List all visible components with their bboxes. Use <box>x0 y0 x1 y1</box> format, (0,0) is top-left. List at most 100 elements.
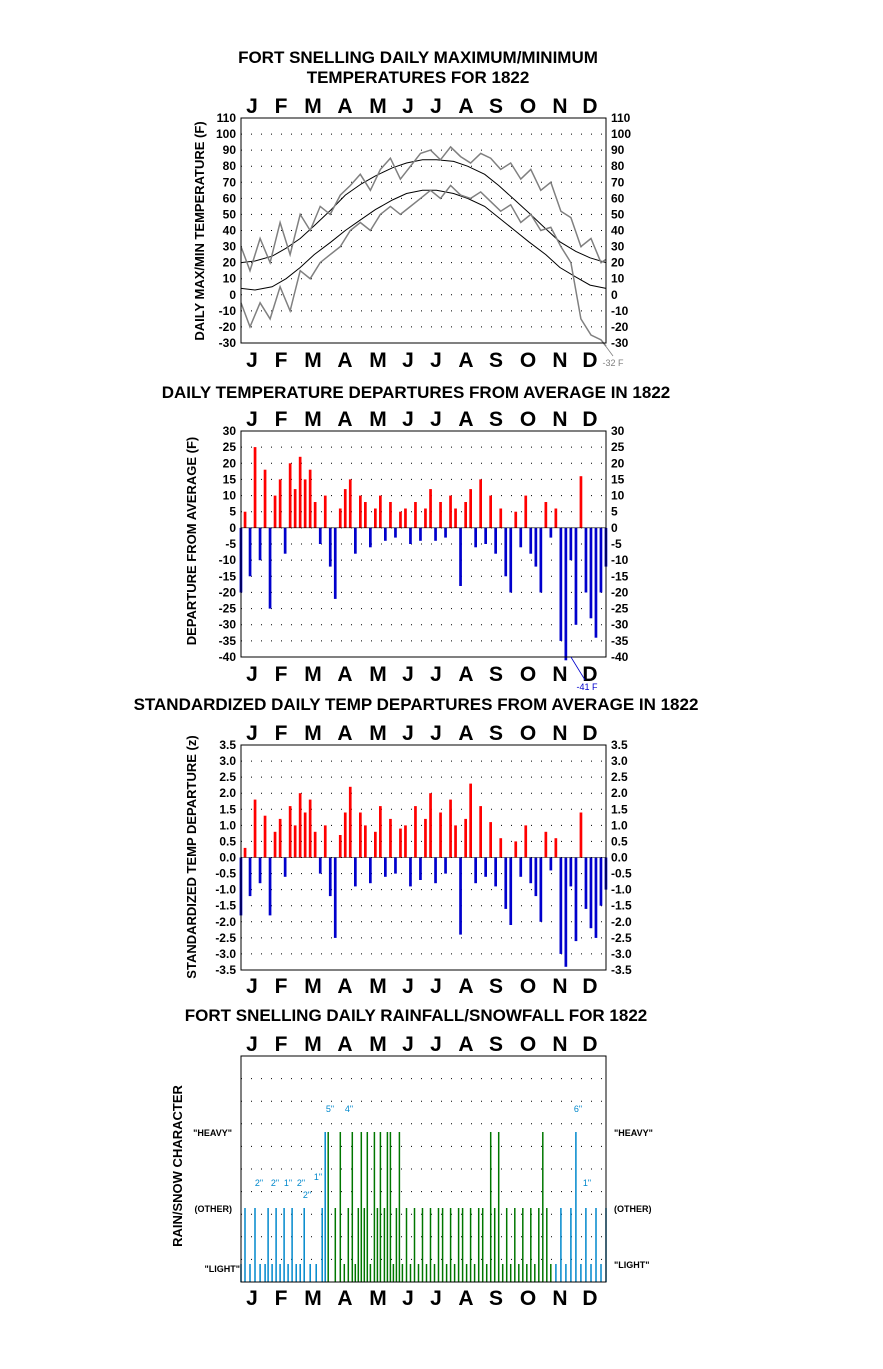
chart2-bar-59 <box>534 527 538 567</box>
chart2-month-bottom-9: O <box>520 663 536 686</box>
chart1-ytick-left-1: -20 <box>219 320 237 334</box>
chart1-month-top-5: J <box>402 95 414 118</box>
chart3-bar-1 <box>243 847 247 858</box>
chart2-month-bottom-10: N <box>552 663 567 686</box>
chart4-month-top-4: M <box>369 1033 387 1056</box>
chart1-ytick-left-3: 0 <box>229 288 236 302</box>
chart3-bar-24 <box>359 812 362 858</box>
chart3-bar-28 <box>379 806 382 858</box>
chart3-bar-55 <box>514 841 518 858</box>
chart3-ytick-left-6: -0.5 <box>215 867 236 881</box>
chart3-ytick-right-8: 0.5 <box>611 834 628 848</box>
chart1-month-top-6: J <box>430 95 442 118</box>
chart2-bar-63 <box>554 508 558 528</box>
chart3-bar-42 <box>449 799 452 858</box>
chart1-ytick-right-11: 80 <box>611 159 625 173</box>
chart2-ylabel: DEPARTURE FROM AVERAGE (F) <box>184 437 199 645</box>
chart3-bar-29 <box>384 857 387 877</box>
chart2-ytick-right-6: -10 <box>611 553 629 567</box>
chart3-bar-60 <box>539 857 543 922</box>
chart3-bar-49 <box>484 857 487 877</box>
chart2-frame <box>240 430 607 658</box>
chart3-bar-16 <box>318 857 322 874</box>
chart4-month-top-2: M <box>304 1033 322 1056</box>
chart2-ytick-right-12: 20 <box>611 456 625 470</box>
chart1-month-bottom-7: A <box>458 349 473 372</box>
chart1-month-bottom-10: N <box>552 349 567 372</box>
chart1-title-line2: TEMPERATURES FOR 1822 <box>307 68 530 87</box>
chart1-month-top-0: J <box>246 95 258 118</box>
chart1-month-bottom-9: O <box>520 349 536 372</box>
chart3-month-bottom-9: O <box>520 975 536 998</box>
chart3-ytick-right-4: -1.5 <box>611 899 632 913</box>
chart2-bar-67 <box>574 527 578 625</box>
chart2-bar-41 <box>444 527 447 538</box>
chart3-ytick-right-2: -2.5 <box>611 931 632 945</box>
chart2-ytick-left-13: 25 <box>223 440 237 454</box>
chart3-bar-57 <box>524 825 528 858</box>
chart4-month-bottom-9: O <box>520 1287 536 1310</box>
chart3-ytick-left-8: 0.5 <box>219 834 236 848</box>
chart3-bar-14 <box>308 799 312 858</box>
chart2-month-top-11: D <box>582 408 597 431</box>
chart1-ytick-left-10: 70 <box>223 175 237 189</box>
chart1-ytick-left-6: 30 <box>223 240 237 254</box>
chart1-month-top-11: D <box>582 95 597 118</box>
chart2-bar-30 <box>389 502 392 528</box>
chart3-bar-8 <box>278 818 282 858</box>
chart2-bar-3 <box>253 447 257 528</box>
chart3-ytick-right-7: 0.0 <box>611 851 628 865</box>
chart1-ytick-left-14: 110 <box>217 111 237 125</box>
chart2-bar-8 <box>278 479 282 528</box>
chart3-bar-58 <box>529 857 533 884</box>
chart3-bar-47 <box>474 857 477 884</box>
chart3-bar-67 <box>574 857 578 942</box>
chart4-snow-annotation-9: 1" <box>583 1178 591 1188</box>
chart3-bar-68 <box>579 812 583 858</box>
chart2-month-top-7: A <box>458 408 473 431</box>
chart2-bar-62 <box>549 527 553 538</box>
chart2-bar-18 <box>328 527 332 567</box>
chart3-bar-66 <box>569 857 573 887</box>
chart2-bar-5 <box>263 469 267 528</box>
chart2-bar-51 <box>494 527 497 554</box>
chart3-bar-33 <box>404 825 407 858</box>
chart3-bar-64 <box>559 857 563 954</box>
chart1-ytick-right-7: 40 <box>611 224 625 238</box>
chart2-bar-7 <box>273 495 277 528</box>
chart4-month-top-3: A <box>337 1033 352 1056</box>
chart2-bar-66 <box>569 527 573 561</box>
chart2-ytick-right-5: -15 <box>611 569 629 583</box>
chart3-bar-51 <box>494 857 497 887</box>
chart3-bar-63 <box>554 838 558 858</box>
chart4-month-bottom-11: D <box>582 1287 597 1310</box>
chart2-bar-20 <box>338 508 342 528</box>
chart2-min-annotation: -41 F <box>576 682 598 692</box>
chart2-bar-56 <box>519 527 523 548</box>
chart2-ytick-left-5: -15 <box>219 569 237 583</box>
chart2-bar-70 <box>589 527 593 619</box>
chart3-ytick-left-0: -3.5 <box>215 963 236 977</box>
chart1-ytick-left-11: 80 <box>223 159 237 173</box>
chart3-month-top-10: N <box>552 722 567 745</box>
chart3-bar-59 <box>534 857 538 897</box>
chart1-month-bottom-3: A <box>337 349 352 372</box>
chart1-ytick-right-12: 90 <box>611 143 625 157</box>
chart3-bar-39 <box>434 857 437 884</box>
chart2-ytick-left-2: -30 <box>219 618 237 632</box>
chart2-bar-26 <box>369 527 372 548</box>
chart3-ytick-left-11: 2.0 <box>219 786 236 800</box>
chart3-bar-9 <box>283 857 287 877</box>
chart3-bar-41 <box>444 857 447 874</box>
chart1-ytick-right-8: 50 <box>611 207 625 221</box>
chart2-month-top-6: J <box>430 408 442 431</box>
chart3-bar-71 <box>594 857 598 938</box>
chart4-month-bottom-8: S <box>489 1287 503 1310</box>
chart3-bar-72 <box>599 857 603 906</box>
chart2-month-top-2: M <box>304 408 322 431</box>
chart3-bar-10 <box>288 806 292 858</box>
chart3-month-top-5: J <box>402 722 414 745</box>
chart2-bar-4 <box>258 527 262 561</box>
chart2-ytick-right-0: -40 <box>611 650 629 664</box>
chart3-bar-4 <box>258 857 262 884</box>
